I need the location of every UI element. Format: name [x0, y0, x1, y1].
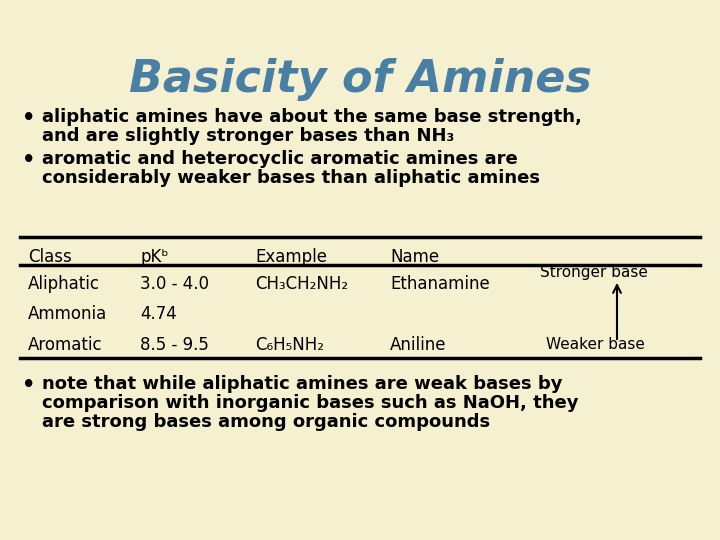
Text: CH₃CH₂NH₂: CH₃CH₂NH₂	[255, 275, 348, 293]
Text: aliphatic amines have about the same base strength,: aliphatic amines have about the same bas…	[42, 108, 582, 126]
Text: Name: Name	[390, 248, 439, 266]
Text: 8.5 - 9.5: 8.5 - 9.5	[140, 336, 209, 354]
Text: 3.0 - 4.0: 3.0 - 4.0	[140, 275, 209, 293]
Text: aromatic and heterocyclic aromatic amines are: aromatic and heterocyclic aromatic amine…	[42, 150, 518, 168]
Text: Ammonia: Ammonia	[28, 305, 107, 323]
Text: Weaker base: Weaker base	[546, 337, 645, 352]
Text: C₆H₅NH₂: C₆H₅NH₂	[255, 336, 324, 354]
Text: •: •	[22, 150, 35, 170]
Text: Aliphatic: Aliphatic	[28, 275, 100, 293]
Text: are strong bases among organic compounds: are strong bases among organic compounds	[42, 413, 490, 431]
Text: considerably weaker bases than aliphatic amines: considerably weaker bases than aliphatic…	[42, 169, 540, 187]
Text: comparison with inorganic bases such as NaOH, they: comparison with inorganic bases such as …	[42, 394, 578, 412]
Text: Stronger base: Stronger base	[540, 265, 648, 280]
Text: Ethanamine: Ethanamine	[390, 275, 490, 293]
Text: Aromatic: Aromatic	[28, 336, 103, 354]
Text: Example: Example	[255, 248, 327, 266]
Text: Aniline: Aniline	[390, 336, 446, 354]
Text: •: •	[22, 375, 35, 395]
Text: 4.74: 4.74	[140, 305, 176, 323]
Text: pKᵇ: pKᵇ	[140, 248, 168, 266]
Text: note that while aliphatic amines are weak bases by: note that while aliphatic amines are wea…	[42, 375, 562, 393]
Text: and are slightly stronger bases than NH₃: and are slightly stronger bases than NH₃	[42, 127, 454, 145]
Text: Basicity of Amines: Basicity of Amines	[129, 58, 591, 101]
Text: Class: Class	[28, 248, 72, 266]
Text: •: •	[22, 108, 35, 128]
